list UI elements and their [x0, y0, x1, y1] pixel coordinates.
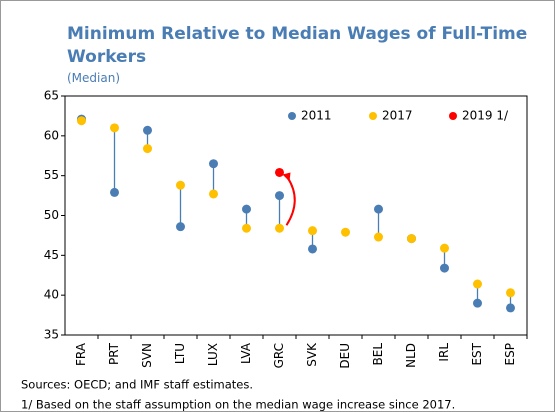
y-tick-label: 60 [44, 128, 59, 142]
footnote: 1/ Based on the staff assumption on the … [21, 398, 455, 412]
legend-swatch [288, 112, 296, 120]
dot [77, 116, 86, 126]
dot [209, 159, 218, 169]
footnote: Sources: OECD; and IMF staff estimates. [21, 378, 253, 392]
dot [506, 288, 515, 298]
y-tick-label: 50 [44, 208, 59, 222]
dot [473, 298, 482, 308]
dot [143, 125, 152, 135]
chart-title: Minimum Relative to Median Wages of Full… [67, 24, 528, 67]
legend-label: 2019 1/ [462, 109, 509, 123]
x-tick-label: EST [470, 342, 484, 365]
dot [341, 227, 350, 237]
x-tick-label: SVN [140, 343, 154, 368]
dot [308, 244, 317, 254]
plot-frame [64, 95, 528, 336]
x-tick-label: DEU [338, 343, 352, 369]
x-tick-label: LUX [206, 343, 220, 366]
chart-subtitle: (Median) [67, 71, 121, 85]
dot [374, 204, 383, 214]
x-tick-label: NLD [404, 343, 418, 368]
dot [242, 223, 251, 233]
dot [440, 263, 449, 273]
dot [275, 191, 284, 201]
dot [110, 187, 119, 197]
y-tick-label: 55 [44, 168, 59, 182]
annotation-arrowhead [282, 172, 291, 182]
dot [110, 123, 119, 133]
y-tick-label: 65 [44, 89, 59, 103]
y-tick-label: 40 [44, 288, 59, 302]
dot [275, 167, 284, 177]
dot [275, 223, 284, 233]
x-tick-label: PRT [107, 342, 121, 365]
x-tick-label: GRC [272, 343, 286, 368]
dot [143, 144, 152, 154]
dot [308, 226, 317, 236]
annotation-arrow [285, 176, 296, 226]
x-tick-label: LTU [173, 343, 187, 364]
x-tick-label: BEL [371, 343, 385, 366]
x-tick-label: FRA [74, 342, 88, 366]
x-tick-label: ESP [503, 343, 517, 365]
y-tick-label: 45 [44, 248, 59, 262]
x-tick-label: LVA [239, 342, 253, 364]
x-tick-label: SVK [305, 342, 319, 367]
dot [242, 204, 251, 214]
dot [473, 279, 482, 289]
legend-label: 2017 [382, 109, 413, 123]
x-tick-label: IRL [437, 343, 451, 362]
dot [440, 243, 449, 253]
dot [374, 232, 383, 242]
dot [176, 180, 185, 190]
dot [209, 189, 218, 199]
legend-swatch [369, 112, 377, 120]
legend-swatch [449, 112, 457, 120]
dot [176, 222, 185, 232]
dot [407, 234, 416, 244]
legend-label: 2011 [301, 109, 332, 123]
dot [506, 303, 515, 313]
y-tick-label: 35 [44, 328, 59, 342]
